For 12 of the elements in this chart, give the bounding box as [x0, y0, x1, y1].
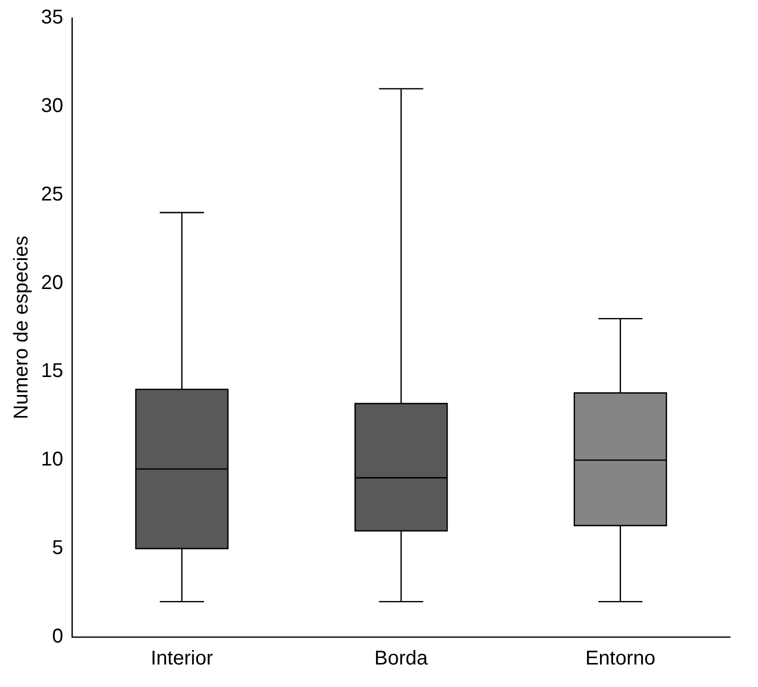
y-tick-label: 35 — [40, 6, 64, 29]
y-tick-label: 10 — [40, 448, 64, 471]
x-tick-label: Entorno — [585, 648, 656, 670]
x-tick-label: Interior — [150, 648, 214, 670]
x-tick-label: Borda — [374, 648, 429, 670]
y-tick-label: 25 — [40, 183, 64, 206]
y-tick-label: 0 — [52, 626, 64, 648]
y-tick-label: 30 — [40, 94, 64, 117]
y-tick-label: 20 — [40, 272, 64, 294]
y-axis-title: Numero de especies — [10, 236, 33, 420]
y-tick-label: 5 — [52, 537, 64, 560]
y-tick-label: 15 — [40, 360, 64, 382]
